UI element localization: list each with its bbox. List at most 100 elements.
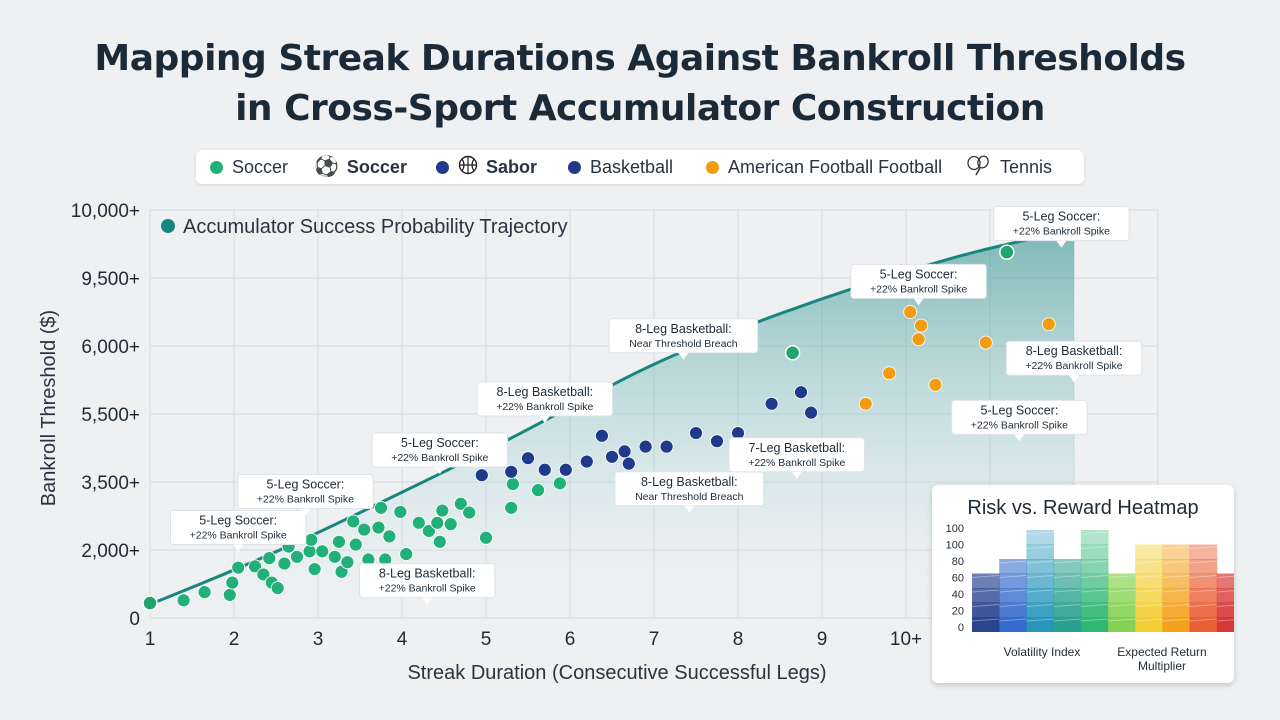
heatmap-contour — [1107, 604, 1136, 607]
heatmap-cell — [999, 617, 1027, 632]
legend-item-sabor[interactable]: Sabor — [436, 150, 537, 184]
legend-label: Soccer — [232, 156, 289, 177]
annotation-label: 7-Leg Basketball: +22% Bankroll Spike — [728, 437, 865, 479]
heatmap-cell — [1053, 602, 1082, 618]
heatmap-cell — [1026, 602, 1055, 618]
trajectory-point — [999, 244, 1015, 260]
heatmap-contour — [971, 546, 1000, 549]
annotation-pointer — [539, 416, 550, 424]
legend: Soccer ⚽ Soccer Sabor Basketball America… — [196, 150, 1084, 184]
point-basketball — [710, 434, 724, 449]
annotation-label: 8-Leg Basketball: +22% Bankroll Spike — [1005, 340, 1143, 383]
annotation-title: 5-Leg Soccer: — [880, 267, 958, 281]
heatmap-cell — [1189, 602, 1218, 618]
heatmap-contour — [1135, 546, 1163, 549]
heatmap-cell — [1080, 617, 1109, 632]
heatmap-contour — [1189, 546, 1217, 549]
heatmap-cell — [1108, 588, 1136, 603]
annotation-detail: +22% Bankroll Spike — [870, 283, 967, 295]
point-soccer — [421, 524, 436, 538]
heatmap-contour — [1162, 560, 1190, 564]
point-soccer — [430, 515, 445, 530]
point-soccer — [453, 496, 468, 511]
heatmap-cell — [1216, 588, 1234, 603]
heatmap-y-tick: 0 — [958, 622, 964, 634]
point-basketball — [474, 468, 489, 483]
chart-title: Mapping Streak Durations Against Bankrol… — [0, 34, 1280, 134]
heatmap-cell — [1162, 573, 1191, 589]
heatmap-cell — [999, 573, 1027, 589]
point-soccer — [505, 477, 520, 491]
point-soccer — [340, 555, 355, 570]
legend-dot-icon — [436, 160, 449, 174]
legend-label: American Football Football — [728, 156, 943, 177]
point-soccer — [222, 587, 237, 602]
annotation-title: 8-Leg Basketball: — [641, 475, 738, 489]
point-basketball — [659, 439, 674, 454]
heatmap-contour — [1080, 546, 1109, 549]
point-american-football-football — [911, 332, 926, 347]
legend-item-tennis[interactable]: Tennis — [966, 150, 1052, 184]
legend-dot-icon — [568, 160, 581, 174]
trajectory-point — [784, 345, 801, 361]
legend-item-basketball[interactable]: Basketball — [568, 150, 673, 184]
point-soccer — [262, 551, 277, 566]
annotation-title: 5-Leg Soccer: — [401, 436, 479, 450]
heatmap-cell — [1026, 588, 1055, 603]
risk-reward-heatmap: Risk vs. Reward Heatmap 100 100 80 60 40 20 0 … — [932, 485, 1234, 683]
x-tick-label: 5 — [481, 629, 492, 650]
trajectory-legend-marker — [161, 219, 175, 233]
heatmap-contour — [1053, 546, 1081, 549]
heatmap-contour — [1216, 619, 1234, 622]
point-soccer — [443, 517, 458, 532]
heatmap-cell — [1216, 617, 1234, 632]
point-soccer — [332, 534, 346, 549]
x-tick-label: 9 — [817, 629, 828, 650]
heatmap-cell — [1189, 617, 1218, 632]
heatmap-cell — [1189, 544, 1218, 560]
heatmap-contour — [999, 575, 1027, 578]
heatmap-cell — [1135, 573, 1163, 589]
heatmap-contour — [1189, 575, 1217, 578]
point-basketball — [579, 454, 594, 469]
annotation-label: 8-Leg Basketball: Near Threshold Breach — [614, 471, 765, 513]
heatmap-contour — [1107, 618, 1136, 622]
heatmap-contour — [1053, 531, 1081, 535]
point-soccer — [290, 549, 304, 564]
point-basketball — [804, 405, 818, 420]
legend-item-soccer-ball[interactable]: ⚽ Soccer — [314, 150, 407, 184]
y-tick-label: 9,500+ — [81, 269, 140, 290]
heatmap-contour — [1053, 589, 1081, 593]
heatmap-cell — [1135, 617, 1163, 632]
heatmap-contour — [1026, 618, 1054, 622]
chart-title-line-1: Mapping Streak Durations Against Bankrol… — [94, 38, 1186, 79]
heatmap-contour — [971, 618, 1000, 622]
annotation-detail: +22% Bankroll Spike — [391, 452, 488, 464]
heatmap-plot: 100 100 80 60 40 20 0 — [946, 523, 1234, 634]
legend-item-soccer[interactable]: Soccer — [210, 150, 288, 184]
legend-label: Basketball — [590, 156, 674, 177]
point-soccer — [371, 520, 386, 535]
heatmap-contour — [999, 560, 1027, 564]
y-tick-label: 2,000+ — [81, 541, 140, 562]
heatmap-cell — [1080, 573, 1109, 589]
point-soccer — [462, 505, 477, 520]
heatmap-contour — [1216, 546, 1234, 549]
point-basketball — [621, 456, 636, 471]
annotation-title: 8-Leg Basketball: — [635, 322, 732, 336]
point-soccer — [553, 476, 567, 491]
heatmap-cell — [1135, 559, 1163, 574]
heatmap-cell — [972, 602, 1000, 618]
annotation-detail: +22% Bankroll Spike — [1025, 360, 1122, 372]
heatmap-contour — [1189, 560, 1217, 564]
legend-item-american-football[interactable]: American Football Football — [706, 150, 942, 184]
annotation-pointer — [1014, 434, 1025, 442]
point-soccer — [346, 514, 361, 529]
heatmap-cell — [1080, 530, 1109, 545]
heatmap-contour — [1135, 618, 1163, 622]
heatmap-contour — [1216, 604, 1234, 607]
point-soccer — [399, 547, 414, 561]
y-tick-label: 5,500+ — [81, 405, 140, 426]
point-american-football-football — [928, 377, 943, 392]
point-american-football-football — [858, 396, 873, 411]
